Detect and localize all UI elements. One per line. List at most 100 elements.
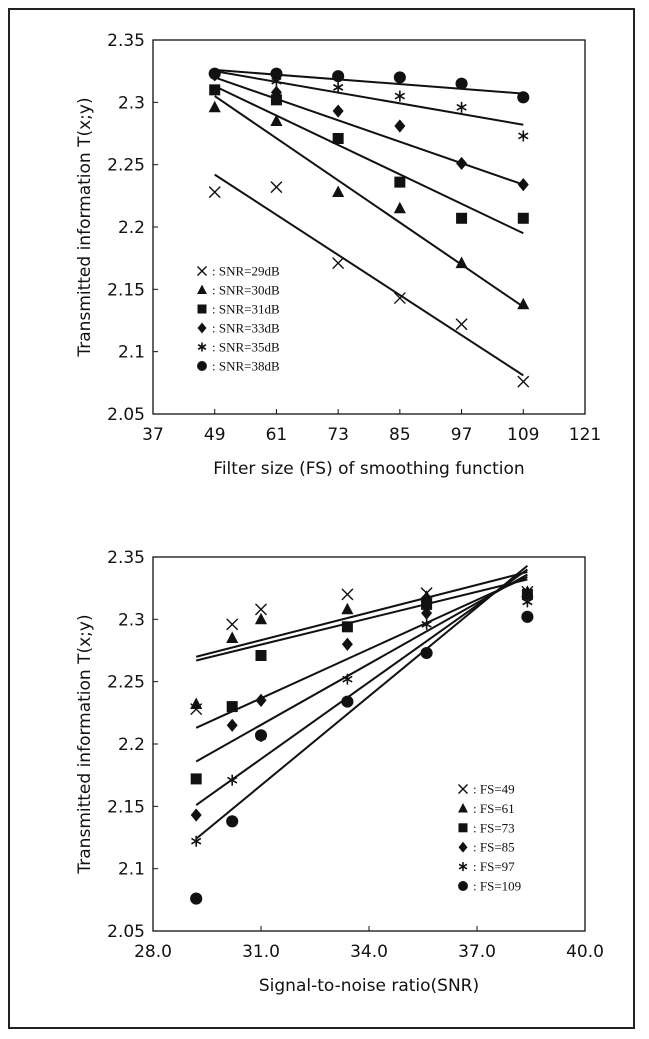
- data-point: [255, 603, 267, 616]
- data-point: [341, 588, 354, 601]
- data-point: [341, 602, 354, 615]
- legend-bottom: : FS=49: FS=61: FS=73: FS=85: FS=97: FS=…: [458, 782, 521, 894]
- y-axis-label-bottom: Transmitted information T(x;y): [75, 614, 95, 874]
- data-point: [255, 693, 267, 707]
- data-point: [190, 773, 202, 785]
- data-point: [270, 114, 283, 126]
- legend-marker: [458, 862, 468, 872]
- data-point: [226, 701, 238, 713]
- data-point: [341, 695, 354, 708]
- data-point: [226, 618, 239, 631]
- data-point: [254, 612, 268, 625]
- x-axis-label-bottom: Signal-to-noise ratio(SNR): [259, 976, 479, 996]
- data-point: [254, 729, 268, 742]
- data-point: [522, 596, 533, 608]
- data-point: [394, 90, 406, 102]
- data-point: [332, 185, 345, 198]
- legend-entry: : SNR=35dB: [212, 340, 280, 355]
- data-point: [209, 84, 221, 96]
- legend-marker: [458, 784, 468, 794]
- data-point: [191, 835, 202, 847]
- fit-line: [214, 68, 524, 95]
- data-point: [394, 119, 406, 133]
- data-point: [455, 318, 468, 331]
- fit-lines-bottom: [195, 564, 529, 840]
- x-tick-label: 31.0: [242, 942, 280, 962]
- data-point: [421, 618, 432, 630]
- data-point: [456, 156, 468, 171]
- data-point: [270, 94, 282, 106]
- legend-marker: [197, 342, 207, 352]
- legend-entry: : SNR=30dB: [212, 283, 280, 298]
- data-point: [517, 178, 529, 192]
- x-tick-label: 37: [142, 425, 164, 445]
- data-point: [332, 132, 344, 144]
- x-tick-label: 73: [327, 425, 349, 445]
- data-point: [521, 587, 533, 601]
- data-point: [455, 77, 468, 90]
- y-tick-labels-bottom: 2.35 2.3 2.25 2.2 2.15 2.1 2.05: [107, 548, 158, 942]
- y-tick-label: 2.25: [107, 156, 145, 176]
- data-point: [341, 621, 353, 633]
- data-point: [517, 212, 529, 224]
- data-point: [226, 718, 238, 732]
- data-point: [190, 808, 202, 822]
- data-point: [270, 67, 283, 80]
- x-tick-labels-top: 37 49 61 73 85 97 109 121: [142, 409, 601, 445]
- x-axis-label-top: Filter size (FS) of smoothing function: [213, 459, 524, 479]
- y-tick-label: 2.2: [118, 735, 145, 755]
- data-point: [456, 212, 468, 224]
- legend-entry: : FS=85: [473, 840, 515, 855]
- y-tick-label: 2.3: [118, 93, 145, 113]
- data-points-top: [208, 67, 530, 388]
- data-point: [393, 201, 406, 214]
- legend-entry: : FS=61: [473, 801, 515, 816]
- legend-marker: [197, 284, 207, 295]
- y-tick-label: 2.2: [118, 218, 145, 238]
- y-tick-label: 2.15: [107, 280, 145, 300]
- y-tick-label: 2.25: [107, 673, 145, 693]
- x-tick-label: 109: [507, 425, 539, 445]
- data-point: [420, 646, 433, 660]
- x-tick-label: 61: [266, 425, 288, 445]
- fit-line: [214, 70, 524, 126]
- fit-line: [214, 76, 524, 186]
- data-point: [208, 100, 221, 113]
- y-tick-label: 2.15: [107, 797, 145, 817]
- data-point: [456, 101, 467, 113]
- data-point: [517, 91, 530, 104]
- legend-marker: [197, 361, 207, 371]
- figure-frame: [8, 8, 635, 1029]
- x-tick-labels-bottom: 28.0 31.0 34.0 37.0 40.0: [134, 926, 604, 962]
- x-tick-label: 85: [389, 425, 411, 445]
- data-point: [255, 649, 267, 661]
- y-tick-labels-top: 2.35 2.3 2.25 2.2 2.15 2.1 2.05: [107, 31, 158, 425]
- fit-lines-top: [214, 68, 524, 377]
- data-point: [190, 892, 203, 905]
- y-tick-label: 2.05: [107, 405, 145, 425]
- data-point: [455, 256, 468, 269]
- chart-bottom: 2.35 2.3 2.25 2.2 2.15 2.1 2.05 28.0 31.0 34.0 37…: [75, 548, 604, 996]
- legend-marker: [197, 322, 207, 334]
- fit-line: [195, 578, 528, 662]
- legend-entry: : SNR=31dB: [212, 302, 280, 317]
- x-tick-label: 97: [451, 425, 473, 445]
- data-point: [342, 673, 353, 685]
- fit-line: [195, 573, 528, 763]
- legend-entry: : FS=49: [473, 782, 515, 797]
- legend-entry: : SNR=33dB: [212, 321, 280, 336]
- data-point: [393, 71, 406, 84]
- y-tick-label: 2.35: [107, 31, 145, 51]
- x-tick-label: 34.0: [350, 942, 388, 962]
- data-point: [270, 181, 283, 194]
- data-point: [208, 186, 221, 199]
- data-point: [517, 297, 530, 310]
- x-tick-label: 49: [204, 425, 226, 445]
- legend-marker: [458, 823, 468, 833]
- fit-line: [195, 564, 529, 840]
- data-point: [394, 176, 406, 188]
- data-point: [208, 67, 221, 80]
- y-tick-label: 2.1: [118, 860, 145, 880]
- data-point: [393, 292, 406, 305]
